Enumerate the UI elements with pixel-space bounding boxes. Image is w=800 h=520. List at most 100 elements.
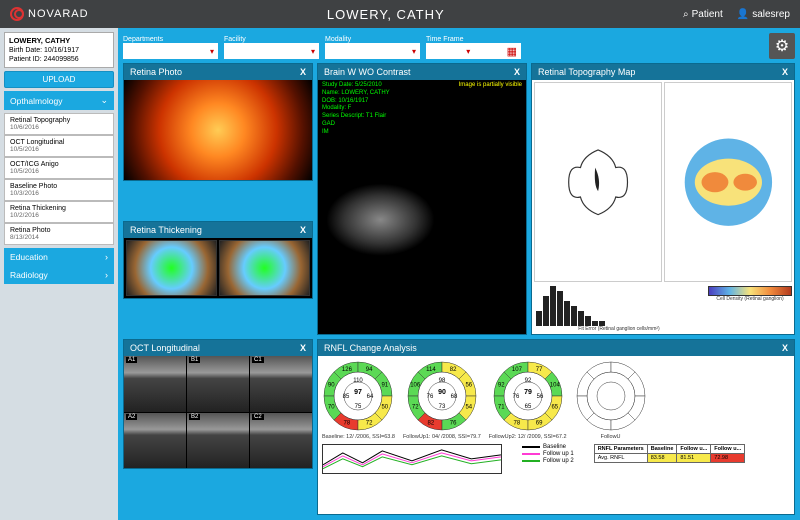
brain-image[interactable]: Study Date: 5/25/2010Name: LOWERY, CATHY… [318,80,526,334]
thickening-right [219,240,310,296]
filter-select[interactable]: ▾ [224,43,319,59]
brand-logo: NOVARAD [10,7,89,21]
close-icon[interactable]: X [300,225,306,235]
svg-text:110: 110 [354,378,364,384]
svg-text:76: 76 [450,420,457,426]
panel-title: Retina Photo [130,67,182,77]
panel-oct: OCT Longitudinal X A1B1C1A2B2C2 [123,339,313,469]
svg-text:56: 56 [536,394,543,400]
filter-select[interactable]: ▾▦ [426,43,521,59]
panel-retina-photo: Retina Photo X [123,63,313,181]
svg-text:82: 82 [450,367,457,373]
chevron-right-icon: › [105,270,108,280]
rnfl-donut: 1077792104716578699279566576FollowUp2: 1… [489,360,567,440]
panel-header-retina-photo[interactable]: Retina Photo X [124,64,312,80]
study-item[interactable]: Baseline Photo10/3/2016 [4,179,114,201]
close-icon[interactable]: X [782,343,788,353]
settings-button[interactable]: ⚙ [769,33,795,59]
panel-header-rnfl[interactable]: RNFL Change Analysis X [318,340,794,356]
rnfl-body[interactable]: 1269490917050787211097647585Baseline: 12… [318,356,794,478]
filter-departments: Departments▾ [123,36,218,59]
calendar-icon[interactable]: ▦ [507,45,517,58]
chevron-down-icon: ⌄ [100,95,108,106]
panel-topography: Retinal Topography Map X [531,63,795,335]
svg-text:69: 69 [535,420,542,426]
rnfl-donut: FollowU [575,360,647,440]
panel-brain: Brain W WO Contrast X Study Date: 5/25/2… [317,63,527,335]
svg-text:82: 82 [427,420,434,426]
accordion-radiology[interactable]: Radiology› [4,266,114,284]
panel-header-brain[interactable]: Brain W WO Contrast X [318,64,526,80]
panel-header-oct[interactable]: OCT Longitudinal X [124,340,312,356]
close-icon[interactable]: X [300,67,306,77]
accordion-ophthalmology[interactable]: Opthalmology ⌄ [4,91,114,110]
user-menu[interactable]: 👤 salesrep [737,9,790,20]
filter-facility: Facility▾ [224,36,319,59]
close-icon[interactable]: X [300,343,306,353]
legend-item: Baseline [522,444,574,450]
top-actions: ⌕ Patient 👤 salesrep [683,9,790,20]
study-item[interactable]: Retina Photo8/13/2014 [4,223,114,245]
svg-text:72: 72 [412,405,419,411]
study-item[interactable]: Retina Thickening10/2/2016 [4,201,114,223]
svg-text:76: 76 [512,394,519,400]
panel-grid: Retina Photo X Retina Thickening X Brain… [123,63,795,515]
oct-cell: A2 [124,413,186,469]
rnfl-waveform [322,444,502,474]
svg-text:98: 98 [439,378,446,384]
filter-select[interactable]: ▾ [123,43,218,59]
topography-histogram: Fit Error (Retinal ganglion cells/mm²) [532,284,706,334]
patient-info-card: LOWERY, CATHY Birth Date: 10/16/1917 Pat… [4,32,114,68]
brain-warning: Image is partially visible [459,82,522,88]
oct-cell: C1 [250,356,312,412]
panel-retina-thickening: Retina Thickening X [123,221,313,299]
topography-polar-right [664,82,792,282]
panel-title: RNFL Change Analysis [324,343,417,353]
upload-button[interactable]: UPLOAD [4,71,114,88]
close-icon[interactable]: X [782,67,788,77]
svg-text:70: 70 [328,405,335,411]
svg-text:76: 76 [427,394,434,400]
oct-cell: A1 [124,356,186,412]
filter-select[interactable]: ▾ [325,43,420,59]
user-icon: 👤 [737,9,749,20]
panel-rnfl: RNFL Change Analysis X 12694909170507872… [317,339,795,515]
chevron-right-icon: › [105,252,108,262]
topography-body[interactable]: Fit Error (Retinal ganglion cells/mm²) C… [532,80,794,334]
rnfl-donut: 1148210656725482769890687376FollowUp1: 0… [403,360,481,440]
panel-header-topography[interactable]: Retinal Topography Map X [532,64,794,80]
oct-image-grid[interactable]: A1B1C1A2B2C2 [124,356,312,468]
retina-photo-image[interactable] [124,80,312,180]
svg-text:50: 50 [382,405,389,411]
accordion-education[interactable]: Education› [4,248,114,266]
rnfl-legend: BaselineFollow up 1Follow up 2 [522,444,574,464]
oct-cell: B2 [187,413,249,469]
patient-search-button[interactable]: ⌕ Patient [683,9,723,20]
close-icon[interactable]: X [514,67,520,77]
logo-icon [10,7,24,21]
svg-text:56: 56 [465,382,472,388]
panel-header-retina-thickening[interactable]: Retina Thickening X [124,222,312,238]
top-bar: NOVARAD LOWERY, CATHY ⌕ Patient 👤 salesr… [0,0,800,28]
svg-text:64: 64 [367,394,374,400]
content-area: Departments▾Facility▾Modality▾Time Frame… [118,28,800,520]
svg-text:106: 106 [410,382,421,388]
main: LOWERY, CATHY Birth Date: 10/16/1917 Pat… [0,28,800,520]
svg-text:107: 107 [512,367,523,373]
panel-title: Retina Thickening [130,225,202,235]
svg-text:71: 71 [498,405,505,411]
birth-label: Birth Date: [9,47,42,54]
chevron-down-icon: ▾ [466,47,470,56]
study-item[interactable]: OCT Longitudinal10/5/2016 [4,135,114,157]
svg-text:92: 92 [524,378,531,384]
svg-text:72: 72 [366,420,373,426]
thickening-images[interactable] [124,238,312,298]
rnfl-bottom-row: BaselineFollow up 1Follow up 2 RNFL Para… [322,444,790,474]
study-item[interactable]: Retinal Topography10/6/2016 [4,113,114,135]
patient-id: 244099856 [44,56,79,63]
study-item[interactable]: OCT/ICG Anigo10/5/2016 [4,157,114,179]
svg-text:91: 91 [382,382,389,388]
topography-colorbar: Cell Density (Retinal ganglion) [706,284,794,334]
filter-modality: Modality▾ [325,36,420,59]
rnfl-table: RNFL ParametersBaselineFollow u...Follow… [594,444,745,463]
